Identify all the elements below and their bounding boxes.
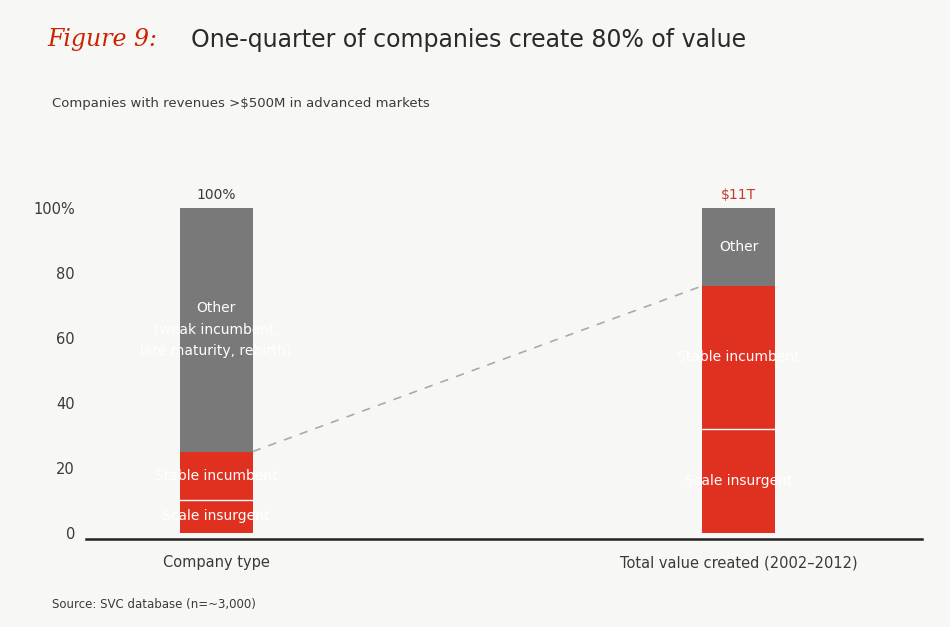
Text: Other
(weak incumbent,
late maturity, rebirth): Other (weak incumbent, late maturity, re… [141, 301, 292, 359]
Bar [702, 286, 775, 429]
Text: Scale insurgent: Scale insurgent [685, 474, 792, 488]
Text: Stable incumbent: Stable incumbent [155, 469, 277, 483]
Text: Stable incumbent: Stable incumbent [677, 350, 800, 364]
Text: One-quarter of companies create 80% of value: One-quarter of companies create 80% of v… [176, 28, 746, 52]
Text: Companies with revenues >$500M in advanced markets: Companies with revenues >$500M in advanc… [52, 97, 430, 110]
Bar [180, 208, 253, 451]
Text: Figure 9:: Figure 9: [48, 28, 158, 51]
Text: $11T: $11T [721, 187, 756, 201]
Bar [180, 500, 253, 533]
Text: Other: Other [719, 240, 758, 254]
Bar [702, 208, 775, 286]
Bar [180, 451, 253, 500]
Text: Scale insurgent: Scale insurgent [162, 510, 270, 524]
Text: Source: SVC database (n=~3,000): Source: SVC database (n=~3,000) [52, 598, 256, 611]
Text: 100%: 100% [197, 187, 236, 201]
Bar [702, 429, 775, 533]
